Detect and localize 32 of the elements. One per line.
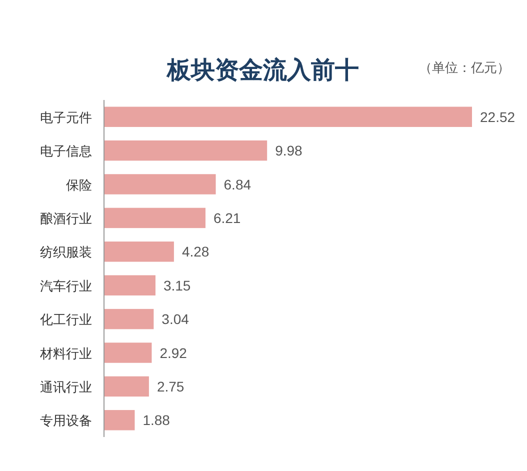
- y-tick-label: 保险: [66, 177, 92, 192]
- y-tick-label: 电子元件: [40, 110, 92, 125]
- data-label: 6.84: [224, 176, 252, 192]
- y-tick-label: 电子信息: [40, 144, 92, 159]
- bar: [104, 106, 472, 127]
- y-tick-label: 专用设备: [40, 413, 92, 428]
- data-label: 1.88: [142, 412, 170, 428]
- data-label: 6.21: [213, 210, 241, 226]
- bar: [104, 140, 268, 161]
- bar: [104, 275, 156, 296]
- data-label: 9.98: [275, 142, 303, 159]
- bar: [104, 342, 152, 363]
- bar: [104, 174, 216, 194]
- y-tick-label: 化工行业: [40, 312, 92, 328]
- bar: [104, 208, 206, 228]
- data-label: 4.28: [182, 244, 210, 260]
- data-label: 2.75: [156, 378, 184, 394]
- data-label: 3.04: [162, 311, 190, 328]
- bar: [104, 242, 174, 262]
- chart-title: 板块资金流入前十: [166, 57, 359, 84]
- data-label: 3.15: [163, 277, 191, 294]
- data-label: 2.92: [160, 344, 188, 361]
- bar: [104, 308, 154, 330]
- y-tick-label: 通讯行业: [40, 379, 92, 394]
- bar: [104, 376, 149, 397]
- y-tick-label: 材料行业: [39, 346, 92, 361]
- y-tick-label: 汽车行业: [40, 278, 92, 294]
- data-label: 22.52: [480, 108, 516, 125]
- y-tick-label: 酿酒行业: [40, 210, 92, 226]
- chart-subtitle: （单位：亿元）: [419, 60, 510, 75]
- y-tick-label: 纺织服装: [40, 244, 92, 260]
- bar: [104, 410, 135, 430]
